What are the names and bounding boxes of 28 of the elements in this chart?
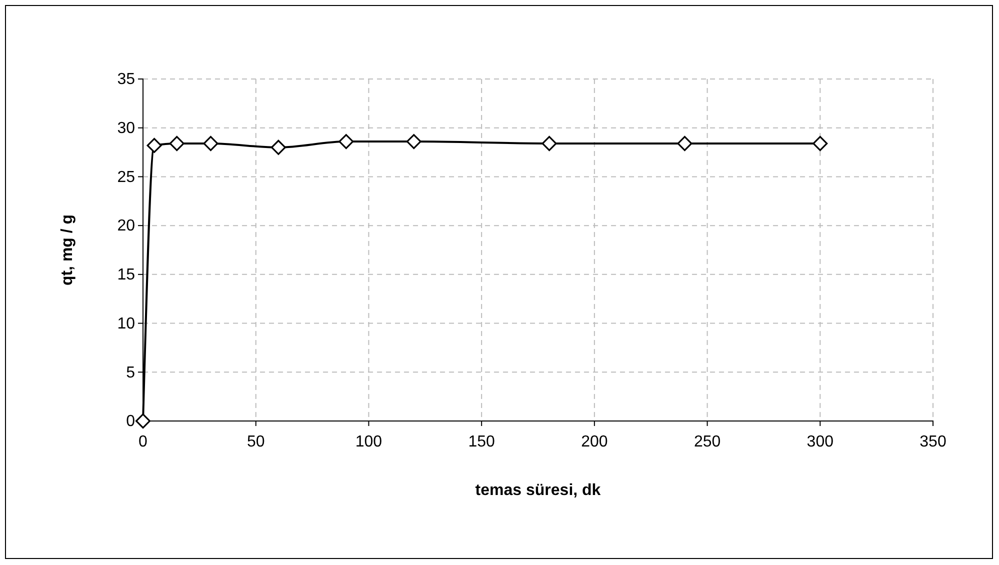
- point: [203, 136, 218, 151]
- x-tick-label: 150: [468, 434, 496, 451]
- point: [406, 134, 422, 150]
- point: [135, 413, 151, 429]
- x-tick-label: 200: [581, 434, 608, 451]
- y-axis-title: qt, mg / g: [59, 214, 76, 286]
- y-tick-label: 25: [117, 168, 136, 186]
- point: [677, 136, 692, 151]
- y-tick-label: 0: [126, 413, 136, 430]
- x-axis-title: temas süresi, dk: [475, 482, 601, 499]
- y-tick-label: 35: [117, 71, 136, 88]
- point: [270, 140, 286, 155]
- x-tick-label: 300: [806, 434, 834, 451]
- x-tick-label: 0: [138, 434, 148, 451]
- point: [146, 138, 162, 153]
- y-tick-label: 15: [117, 266, 136, 284]
- x-tick-label: 50: [246, 434, 265, 451]
- y-tick-label: 5: [126, 364, 136, 382]
- point: [812, 136, 828, 151]
- point: [542, 136, 557, 151]
- y-tick-label: 30: [117, 120, 136, 137]
- x-tick-label: 350: [920, 434, 946, 451]
- x-tick-label: 100: [355, 434, 382, 451]
- y-tick-label: 10: [117, 315, 136, 332]
- x-tick-label: 250: [694, 434, 721, 451]
- y-tick-label: 20: [117, 218, 136, 235]
- point: [338, 134, 354, 150]
- point: [169, 136, 184, 151]
